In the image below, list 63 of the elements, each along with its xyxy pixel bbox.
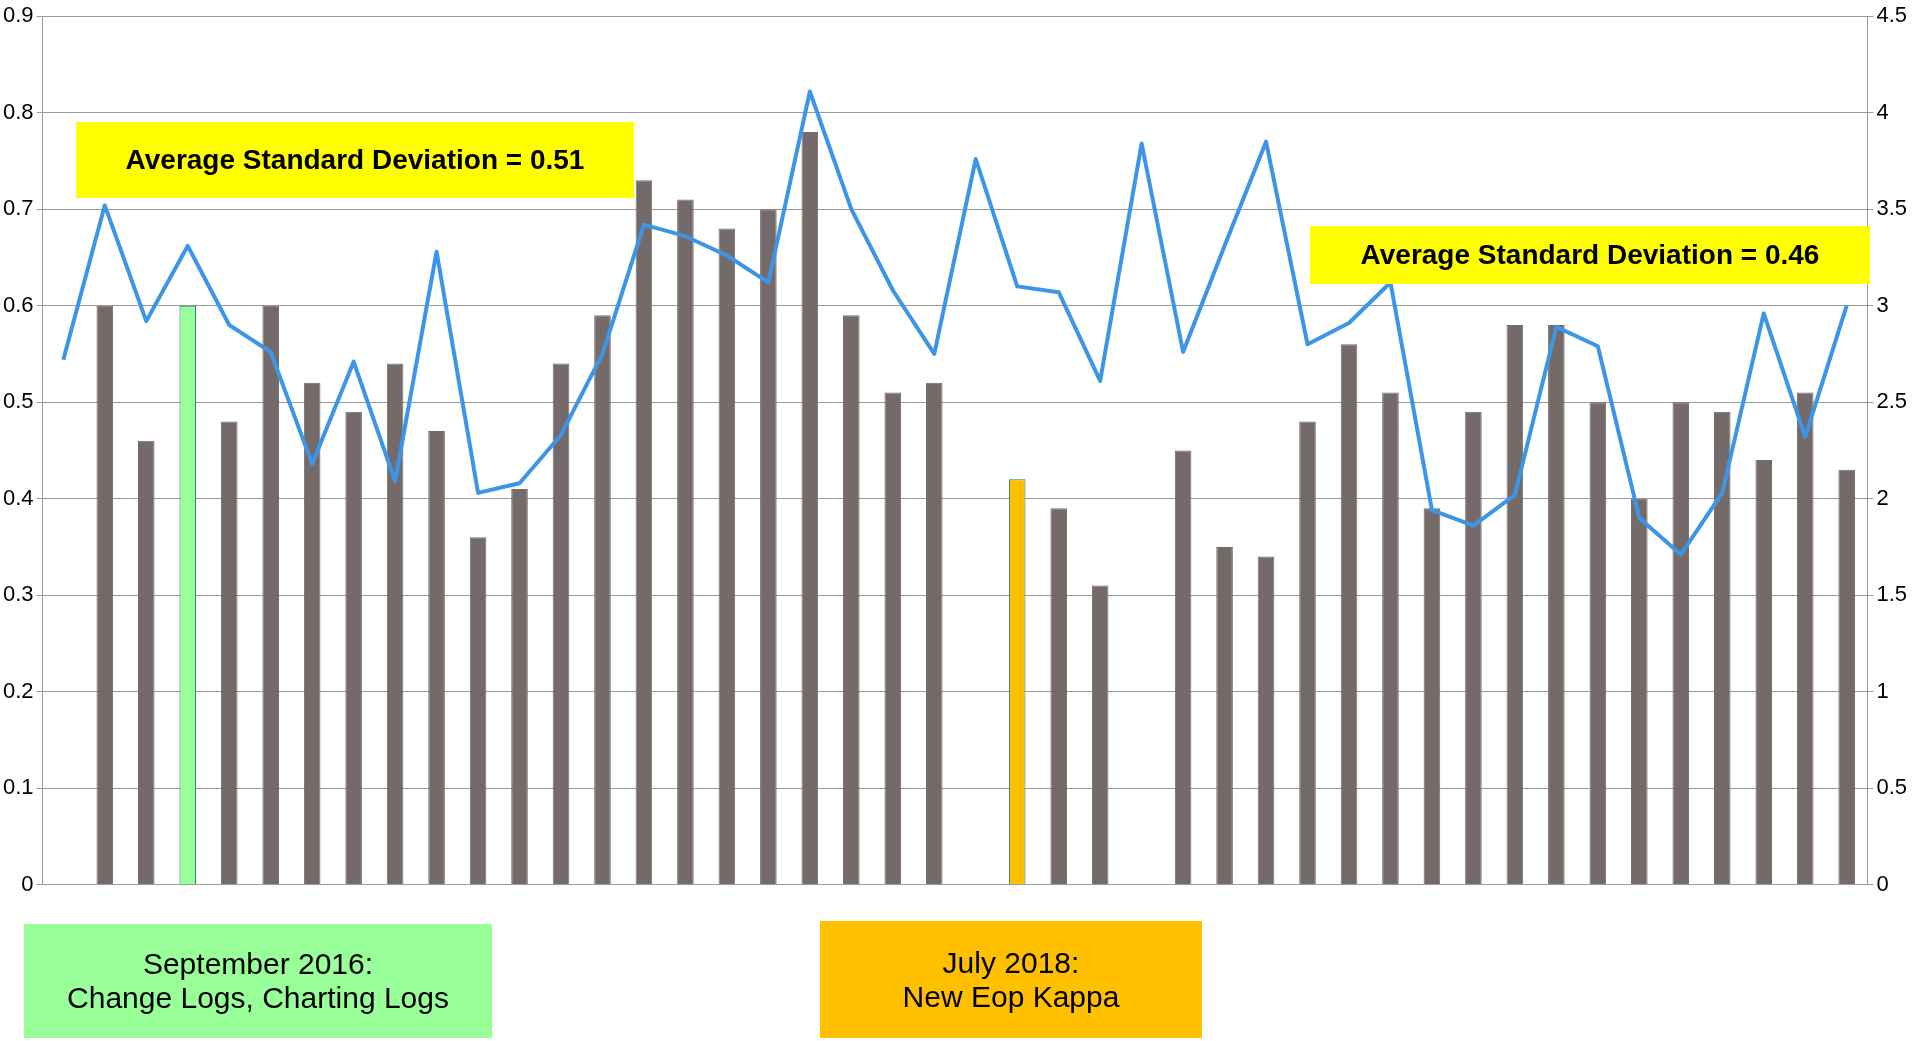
y2-tick-label: 0 [1876, 870, 1889, 896]
bar [1796, 392, 1814, 885]
bar [635, 180, 653, 885]
bar [1174, 450, 1192, 885]
bar [1713, 411, 1731, 885]
bar [1506, 324, 1524, 885]
y-tick-label: 0.5 [2, 388, 34, 414]
bar [1050, 508, 1067, 885]
bar [1838, 469, 1855, 885]
bar [1257, 556, 1275, 885]
bar [1589, 402, 1607, 885]
y2-tick-label: 4.5 [1876, 2, 1908, 28]
bar [511, 489, 528, 885]
bar [1091, 585, 1109, 885]
bar [1216, 546, 1233, 885]
bar [345, 411, 362, 885]
bar [137, 440, 155, 885]
text-box: September 2016: Change Logs, Charting Logs [24, 924, 492, 1038]
bar [1340, 344, 1358, 885]
bar [925, 382, 943, 885]
bar [677, 199, 694, 885]
bar [428, 431, 445, 885]
y-tick-label: 0.8 [2, 98, 34, 124]
text-box: Average Standard Deviation = 0.51 [76, 122, 634, 198]
bar [1548, 324, 1565, 885]
y-tick-label: 0.1 [2, 774, 34, 800]
bar [220, 421, 238, 885]
y-tick-label: 0.3 [2, 581, 34, 607]
bar [1382, 392, 1399, 885]
bar [801, 131, 819, 885]
bar [1299, 421, 1316, 885]
bar [1672, 402, 1690, 885]
y2-tick-label: 2.5 [1876, 388, 1908, 414]
bar [760, 209, 777, 885]
bar [386, 363, 404, 885]
bar [262, 305, 279, 885]
bar [303, 382, 321, 885]
bar [843, 315, 860, 885]
y-tick-label: 0.6 [2, 291, 34, 317]
y2-tick-label: 1 [1876, 677, 1889, 703]
y2-tick-label: 3 [1876, 291, 1889, 317]
text-box: Average Standard Deviation = 0.46 [1310, 226, 1870, 284]
bar [594, 315, 611, 885]
y2-tick-label: 3.5 [1876, 195, 1908, 221]
y2-tick-label: 0.5 [1876, 774, 1908, 800]
y2-tick-label: 2 [1876, 484, 1889, 510]
bar [1631, 498, 1648, 885]
bar [96, 305, 114, 885]
text-box: July 2018: New Eop Kappa [820, 921, 1202, 1038]
y-tick-label: 0.7 [2, 195, 34, 221]
y-tick-label: 0.2 [2, 677, 34, 703]
y-tick-label: 0 [21, 870, 34, 896]
bar [884, 392, 902, 885]
bar [1755, 460, 1773, 885]
bar [718, 228, 736, 885]
y-tick-label: 0.4 [2, 484, 34, 510]
y2-tick-label: 4 [1876, 98, 1889, 124]
bar [1465, 411, 1482, 885]
bar [552, 363, 570, 885]
bar [1423, 508, 1441, 885]
y2-tick-label: 1.5 [1876, 581, 1908, 607]
y-tick-label: 0.9 [2, 2, 34, 28]
bar [469, 537, 487, 885]
